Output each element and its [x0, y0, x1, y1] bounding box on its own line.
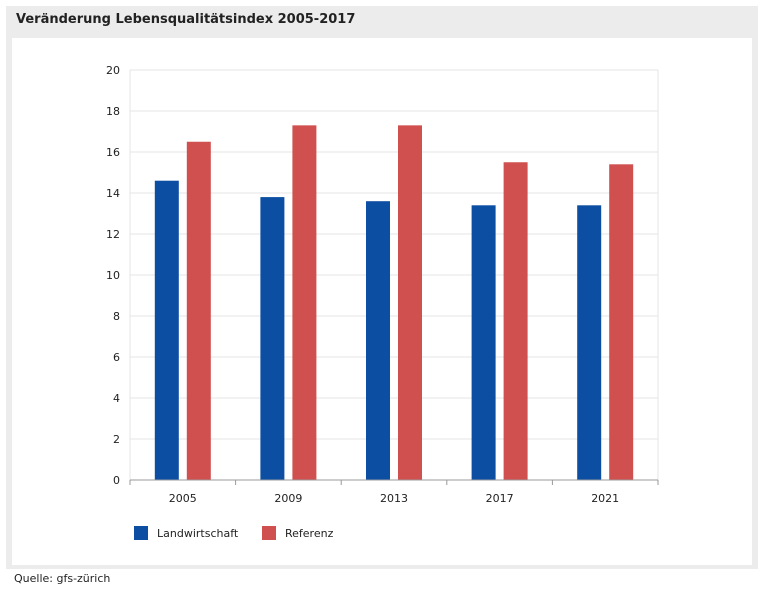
y-tick-label: 10	[106, 269, 120, 282]
bar-referenz-2013	[398, 125, 422, 480]
bar-referenz-2009	[292, 125, 317, 480]
bar-landwirtschaft-2005	[154, 180, 179, 480]
legend-label-referenz: Referenz	[285, 527, 334, 540]
x-tick-label: 2005	[169, 492, 197, 505]
x-tick-label: 2013	[380, 492, 408, 505]
bar-referenz-2021	[609, 164, 634, 481]
title-bar	[6, 6, 758, 38]
y-tick-label: 14	[106, 187, 120, 200]
chart-title: Veränderung Lebensqualitätsindex 2005-20…	[16, 12, 356, 27]
y-tick-label: 20	[106, 64, 120, 77]
y-tick-label: 4	[113, 392, 120, 405]
x-tick-label: 2021	[591, 492, 619, 505]
y-tick-label: 18	[106, 105, 120, 118]
bar-landwirtschaft-2017	[471, 205, 496, 481]
bar-landwirtschaft-2013	[366, 201, 390, 480]
legend-swatch-landwirtschaft	[134, 526, 148, 540]
x-tick-label: 2009	[274, 492, 302, 505]
y-tick-label: 6	[113, 351, 120, 364]
bar-referenz-2017	[503, 162, 528, 480]
legend-swatch-referenz	[262, 526, 276, 540]
y-tick-label: 8	[113, 310, 120, 323]
source-note: Quelle: gfs-zürich	[14, 572, 111, 585]
y-tick-label: 0	[113, 474, 120, 487]
x-tick-label: 2017	[486, 492, 514, 505]
bar-landwirtschaft-2009	[260, 197, 285, 480]
y-tick-label: 12	[106, 228, 120, 241]
y-tick-label: 2	[113, 433, 120, 446]
bar-landwirtschaft-2021	[577, 205, 602, 481]
bar-referenz-2005	[186, 141, 211, 480]
y-tick-label: 16	[106, 146, 120, 159]
legend-label-landwirtschaft: Landwirtschaft	[157, 527, 239, 540]
